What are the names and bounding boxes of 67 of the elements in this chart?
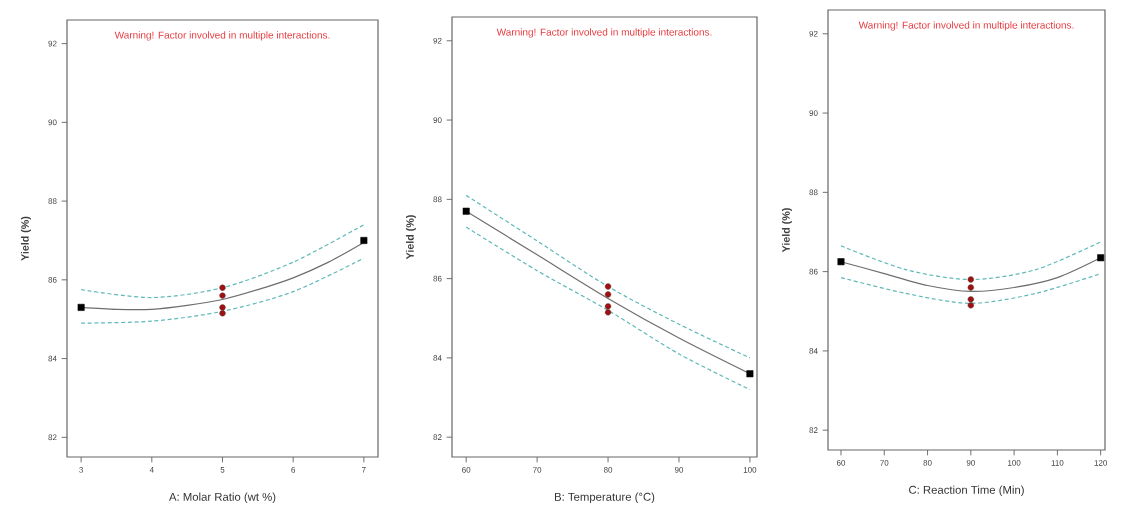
point — [219, 284, 226, 291]
x-tick-label: 90 — [966, 460, 975, 466]
y-tick-label: 86 — [48, 277, 57, 283]
y-tick-label: 88 — [433, 196, 442, 203]
x-tick-label: 110 — [1051, 460, 1064, 466]
point — [604, 291, 612, 298]
y-tick-label: 82 — [809, 427, 818, 434]
point — [967, 276, 974, 283]
y-tick-label: 88 — [809, 189, 818, 196]
point — [219, 310, 226, 317]
point — [967, 296, 974, 303]
y-axis-title: Yield (%) — [405, 215, 416, 260]
x-tick-label: 3 — [79, 467, 84, 473]
x-axis-title: A: Molar Ratio (wt %) — [168, 492, 276, 504]
point — [360, 237, 368, 244]
x-axis-title: C: Reaction Time (Min) — [909, 485, 1024, 497]
annotation: Warning! Factor involved in multiple interactions. — [114, 31, 330, 41]
point — [604, 309, 612, 316]
point — [604, 303, 612, 310]
x-tick-label: 70 — [533, 467, 542, 473]
y-tick-label: 82 — [433, 434, 442, 441]
point — [462, 207, 470, 215]
y-tick-label: 90 — [433, 117, 442, 123]
annotation: Warning! Factor involved in multiple interactions. — [496, 28, 712, 38]
x-tick-label: 100 — [1008, 460, 1021, 466]
y-axis-title: Yield (%) — [781, 208, 792, 253]
y-tick-label: 90 — [48, 119, 57, 126]
y-tick-label: 86 — [809, 268, 818, 275]
point — [967, 302, 974, 309]
y-tick-label: 92 — [809, 30, 818, 37]
x-tick-label: 80 — [923, 460, 932, 466]
line-series — [840, 241, 1102, 281]
line-series — [80, 224, 365, 299]
point — [967, 284, 974, 291]
y-tick-label: 84 — [809, 348, 818, 354]
y-tick-label: 84 — [48, 355, 57, 362]
point — [1097, 254, 1105, 262]
point — [746, 370, 754, 378]
point — [219, 292, 226, 299]
point — [837, 258, 845, 266]
line-series — [465, 194, 751, 359]
line-series — [465, 226, 751, 391]
x-tick-label: 4 — [149, 467, 154, 473]
x-tick-label: 120 — [1094, 460, 1108, 466]
y-tick-label: 86 — [433, 275, 442, 282]
y-tick-label: 92 — [48, 40, 57, 47]
x-tick-label: 6 — [291, 467, 296, 473]
x-tick-label: 90 — [674, 467, 684, 473]
x-tick-label: 5 — [220, 467, 225, 473]
line-series — [80, 257, 365, 324]
y-tick-label: 90 — [809, 110, 818, 116]
annotation: Warning! Factor involved in multiple interactions. — [858, 21, 1074, 31]
y-tick-label: 92 — [433, 37, 442, 44]
y-axis-title: Yield (%) — [20, 216, 31, 261]
point — [77, 303, 85, 311]
y-tick-label: 82 — [48, 434, 57, 441]
x-axis-title: B: Temperature (°C) — [554, 492, 655, 504]
y-tick-label: 88 — [48, 198, 57, 204]
x-tick-label: 60 — [462, 467, 471, 473]
y-tick-label: 84 — [433, 355, 442, 361]
point — [219, 304, 226, 311]
x-tick-label: 7 — [362, 467, 366, 473]
x-tick-label: 60 — [836, 460, 846, 466]
x-tick-label: 70 — [880, 460, 889, 466]
point — [604, 283, 612, 290]
x-tick-label: 80 — [603, 467, 613, 473]
x-tick-label: 100 — [743, 467, 757, 473]
